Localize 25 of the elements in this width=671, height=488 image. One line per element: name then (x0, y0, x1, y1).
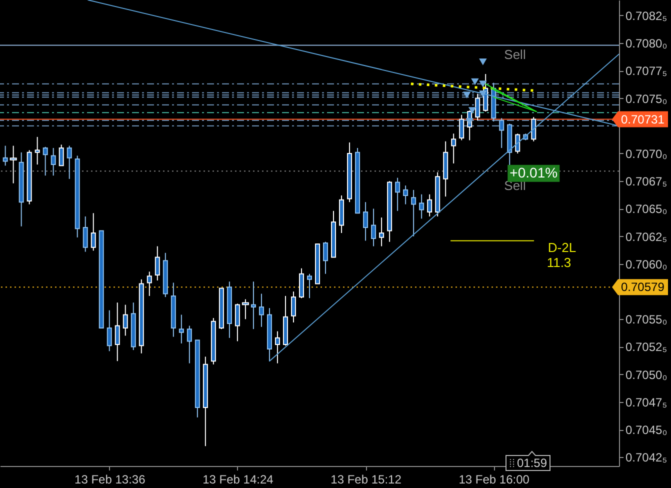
annotation: D-2L (548, 240, 576, 255)
y-tick-label: 0.7075₀ (626, 92, 668, 106)
y-tick-label: 0.7050₀ (626, 368, 668, 382)
x-tick-label: 13 Feb 13:36 (74, 472, 146, 486)
ref-line-label: 0.70579 (621, 280, 665, 294)
annotation: 11.3 (546, 255, 572, 270)
y-tick-label: 0.7077₅ (626, 64, 668, 78)
y-tick-label: 0.7082₅ (626, 8, 668, 23)
y-tick-label: 0.7055₀ (626, 312, 668, 327)
y-tick-label: 0.7067₅ (626, 174, 668, 189)
x-tick-label: 13 Feb 16:00 (458, 472, 530, 486)
ref-line-label: 0.70731 (621, 112, 665, 126)
x-tick-label: 13 Feb 15:12 (330, 472, 402, 486)
y-tick-label: 0.7065₀ (626, 202, 668, 216)
y-tick-label: 0.7047₅ (626, 395, 668, 410)
y-tick-label: 0.7042₅ (626, 450, 668, 465)
y-tick-label: 0.7080₀ (626, 36, 668, 51)
y-tick-label: 0.7060₀ (626, 257, 668, 272)
x-tick-label: 13 Feb 14:24 (202, 472, 274, 486)
y-tick-label: 0.7045₀ (626, 423, 668, 438)
y-tick-label: 0.7062₅ (626, 230, 668, 244)
annotation: Sell (504, 47, 526, 62)
y-tick-label: 0.7052₅ (626, 340, 668, 354)
annotation: 01:59 (516, 456, 548, 470)
y-tick-label: 0.7070₀ (626, 146, 668, 161)
